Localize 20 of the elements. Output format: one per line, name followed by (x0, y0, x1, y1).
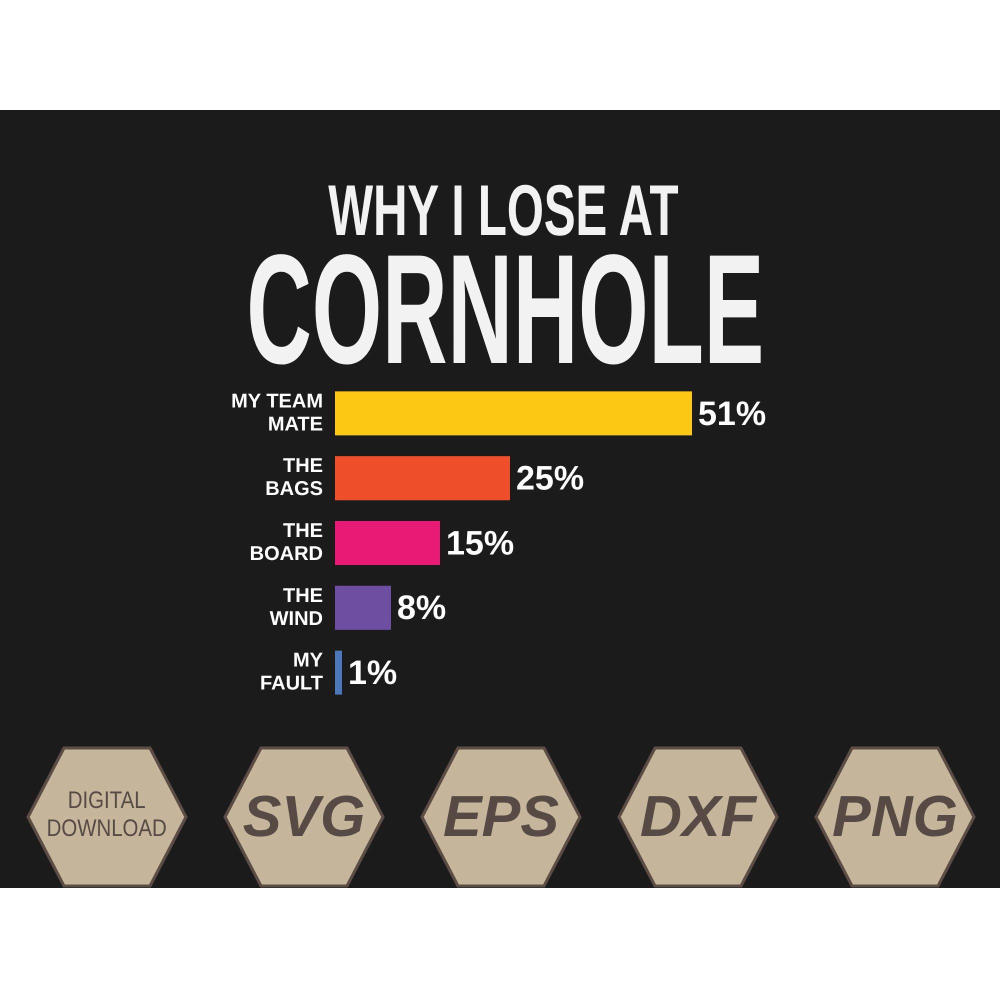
data-label: 15% (446, 524, 514, 562)
bar (335, 586, 391, 630)
y-tick-label: MY TEAM MATE (231, 390, 323, 436)
bar (335, 520, 440, 566)
data-label: 1% (348, 654, 398, 692)
text: DIGITAL DOWNLOAD (46, 787, 168, 843)
data-label: 8% (397, 589, 446, 628)
y-tick-label: THE BOARD (250, 520, 323, 566)
text: SVG (242, 784, 366, 849)
y-tick-label: MY FAULT (260, 650, 324, 695)
bar (335, 456, 510, 500)
text: PNG (832, 784, 958, 849)
y-tick-label: THE BAGS (265, 455, 323, 500)
data-label: 25% (516, 460, 584, 498)
bar (335, 391, 692, 436)
text: EPS (442, 784, 560, 849)
bar (335, 650, 342, 695)
text: DXF (640, 784, 756, 849)
data-label: 51% (698, 394, 766, 433)
y-tick-label: THE WIND (270, 584, 323, 630)
